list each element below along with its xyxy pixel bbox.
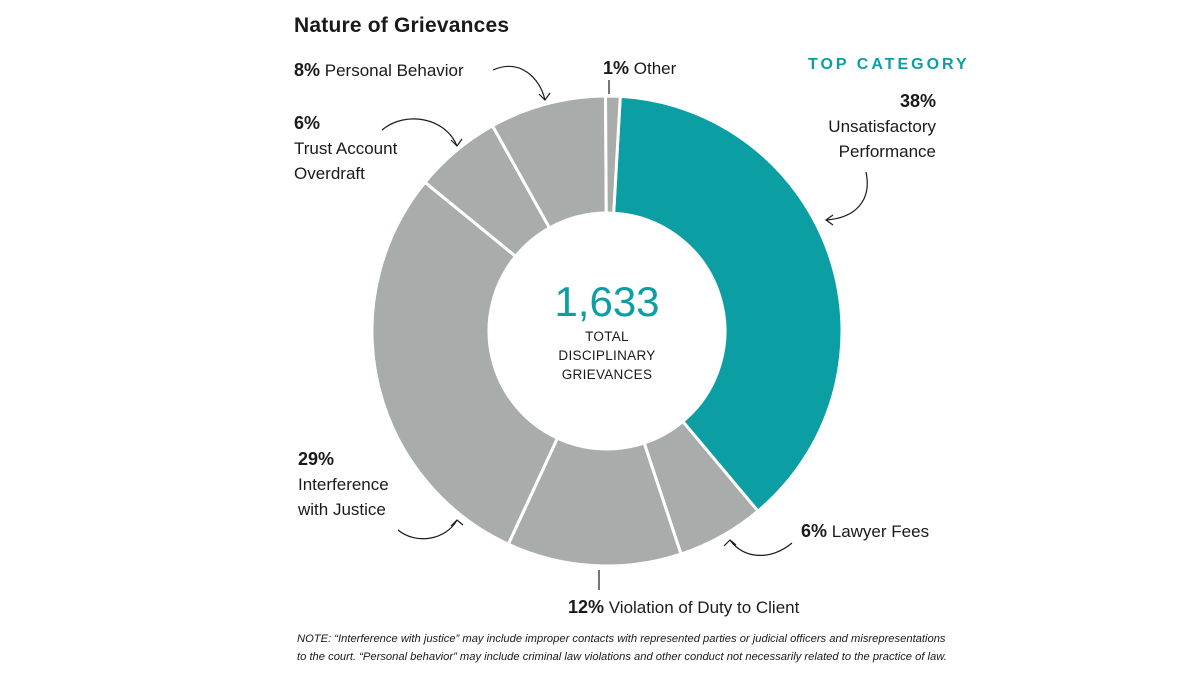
pct-lawyer-fees: 6% (801, 521, 828, 541)
label-unsatisfactory-performance: 38% Unsatisfactory Performance (776, 89, 936, 164)
label-interference-line-2: with Justice (298, 500, 386, 519)
label-personal-text: Personal Behavior (324, 61, 464, 80)
donut-slice-interference-with-justice (370, 180, 560, 547)
label-lawyer-fees-text: Lawyer Fees (831, 522, 930, 541)
label-trust-line-2: Overdraft (294, 164, 365, 183)
label-other-text: Other (633, 59, 677, 78)
chart-title: Nature of Grievances (294, 14, 510, 37)
donut-slice-unsatisfactory-performance (612, 94, 844, 514)
arrow-trust (381, 118, 463, 147)
label-unsatisfactory-line-1: Unsatisfactory (828, 117, 936, 136)
donut-slice-other (604, 94, 622, 215)
label-unsatisfactory-line-2: Performance (838, 142, 936, 161)
label-trust-account: 6% Trust Account Overdraft (294, 111, 397, 186)
label-interference-justice: 29% Interference with Justice (298, 447, 389, 522)
footnote: NOTE: “Interference with justice” may in… (297, 633, 947, 663)
label-lawyer-fees: 6% Lawyer Fees (801, 519, 929, 544)
label-violation-text: Violation of Duty to Client (608, 598, 800, 617)
pct-personal: 8% (294, 60, 321, 80)
total-value: 1,633 (554, 278, 660, 325)
label-interference-line-1: Interference (298, 475, 389, 494)
pct-other: 1% (603, 58, 630, 78)
arrow-interference (397, 519, 464, 540)
total-label-line-2: DISCIPLINARY (558, 348, 656, 363)
total-label-line-3: GRIEVANCES (561, 367, 653, 382)
label-violation-duty: 12% Violation of Duty to Client (568, 595, 799, 620)
arrow-lawyer-fees (723, 539, 793, 556)
arrow-personal (492, 65, 551, 101)
label-trust-line-1: Trust Account (294, 139, 398, 158)
pct-unsatisfactory: 38% (899, 91, 936, 111)
pct-interference: 29% (298, 449, 335, 469)
total-label-line-1: TOTAL (585, 329, 629, 344)
label-personal-behavior: 8% Personal Behavior (294, 58, 464, 83)
total-label: TOTAL DISCIPLINARY GRIEVANCES (507, 327, 707, 384)
top-category-label: TOP CATEGORY (808, 56, 970, 73)
pct-trust: 6% (294, 113, 321, 133)
pct-violation: 12% (568, 597, 605, 617)
arrow-unsatisfactory (824, 171, 868, 226)
label-other: 1% Other (603, 56, 676, 81)
